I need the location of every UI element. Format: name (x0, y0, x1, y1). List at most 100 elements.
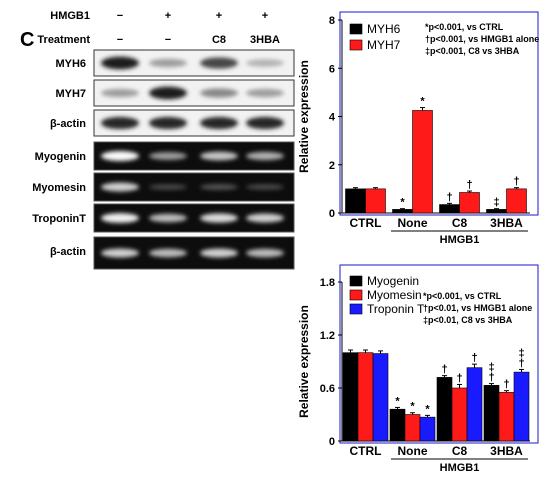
pcr-band-0-2 (200, 151, 238, 161)
sig-marker-c2-0-2: † (441, 364, 447, 376)
y-tick-label-c1-4: 8 (329, 15, 335, 27)
pcr-band-2-1 (149, 213, 187, 223)
pcr-band-2-0 (101, 213, 139, 223)
western-band-0-1 (149, 58, 187, 68)
header-label-1: Treatment (37, 34, 90, 46)
y-tick-label-c2-2: 1.2 (320, 330, 335, 342)
header-mark-1-0: − (117, 34, 123, 46)
legend-label-c2-2: Troponin T (367, 302, 425, 316)
pcr-label-2: TroponinT (32, 213, 86, 225)
bar-c1-0-2 (439, 204, 460, 214)
bar-c1-0-1 (392, 209, 413, 214)
western-band-0-0 (101, 56, 139, 70)
bar-c2-0-2 (436, 377, 453, 442)
sig-marker-c1-1-3: † (513, 176, 519, 188)
group-label-c1: HMGB1 (440, 234, 480, 246)
bar-c2-0-3 (483, 385, 500, 442)
pcr-band-1-3 (246, 184, 284, 190)
sig-marker-c2-2-1: * (425, 403, 430, 415)
bar-c2-2-1 (419, 416, 436, 442)
x-tick-label-c1-3: 3HBA (490, 216, 523, 230)
header-mark-0-2: + (216, 10, 222, 22)
sig-marker-c1-0-1: * (400, 197, 405, 209)
chart-cardiac-myosin: Relative expression 0 2 4 6 8 CTRL * * None † † C8 ‡ †… (297, 11, 539, 246)
stat-note-c2-2: ‡p<0.01, C8 vs 3HBA (423, 315, 513, 325)
western-label-1: MYH7 (55, 88, 86, 100)
y-axis-label-c2: Relative expression (297, 305, 311, 418)
bar-c1-0-0 (345, 188, 366, 214)
legend-label-c1-0: MYH6 (367, 22, 401, 36)
pcr-label-3: β-actin (50, 246, 86, 258)
x-tick-label-c2-0: CTRL (350, 444, 382, 458)
y-tick-label-c1-0: 0 (329, 208, 335, 220)
western-band-0-2 (200, 57, 238, 69)
stat-note-c1-2: ‡p<0.001, C8 vs 3HBA (425, 46, 520, 56)
bar-c1-1-2 (459, 192, 480, 214)
bar-c2-0-1 (389, 408, 406, 442)
sig-marker-c2-0-1: * (395, 395, 400, 407)
bar-c2-1-3 (498, 392, 515, 442)
pcr-band-3-3 (246, 248, 284, 258)
stat-note-c2-1: †p<0.01, vs HMGB1 alone (423, 303, 532, 313)
bar-c2-2-3 (513, 371, 530, 442)
x-tick-label-c1-0: CTRL (350, 216, 382, 230)
y-tick-label-c2-0: 0 (329, 436, 335, 448)
y-tick-label-c1-1: 2 (329, 160, 335, 172)
header-label-0: HMGB1 (50, 10, 90, 22)
header-mark-0-1: + (165, 10, 171, 22)
legend-swatch-c2-0 (349, 275, 363, 287)
western-band-1-3 (246, 88, 284, 98)
legend-swatch-c2-1 (349, 289, 363, 301)
pcr-band-2-2 (200, 213, 238, 223)
bar-c1-1-3 (506, 188, 527, 214)
chart-muscle-markers: Relative expression 0 0.6 1.2 1.8 CTRL * * * None… (297, 264, 539, 474)
legend-label-c2-0: Myogenin (367, 274, 419, 288)
pcr-band-0-1 (149, 152, 187, 160)
chart-frame-c2 (339, 264, 539, 444)
sig-marker-c1-0-3: ‡ (493, 197, 499, 209)
x-tick-label-c1-2: C8 (452, 216, 468, 230)
header-mark-1-2: C8 (212, 34, 226, 46)
bar-c1-0-3 (486, 209, 507, 214)
pcr-band-2-3 (246, 213, 284, 223)
western-label-2: β-actin (50, 118, 86, 130)
pcr-label-1: Myomesin (32, 182, 86, 194)
legend-swatch-c1-1 (349, 39, 363, 51)
pcr-band-3-0 (101, 248, 139, 258)
legend-swatch-c1-0 (349, 23, 363, 35)
stat-note-c1-0: *p<0.001, vs CTRL (425, 22, 504, 32)
sig-marker-c1-1-1: * (420, 96, 425, 108)
western-band-2-0 (101, 116, 139, 130)
chart-frame-c1 (339, 11, 539, 216)
bar-c2-0-0 (342, 352, 359, 442)
sig-marker-c2-1-1: * (410, 401, 415, 413)
western-band-0-3 (246, 59, 284, 67)
sig-marker-c1-1-2: † (466, 179, 472, 191)
bar-c2-1-1 (404, 414, 421, 442)
stat-note-c1-1: †p<0.001, vs HMGB1 alone (425, 34, 539, 44)
x-tick-label-c2-2: C8 (452, 444, 468, 458)
pcr-band-0-0 (101, 151, 139, 161)
pcr-band-0-3 (246, 151, 284, 161)
sig-marker-c2-0-3-0: ‡ (488, 362, 494, 374)
sig-marker-c2-2-2: † (471, 352, 477, 364)
y-tick-label-c2-1: 0.6 (320, 383, 335, 395)
sig-marker-c1-0-2: † (446, 191, 452, 203)
pcr-band-1-2 (200, 184, 238, 190)
bar-c2-2-0 (372, 353, 389, 442)
bar-c2-1-0 (357, 352, 374, 442)
western-band-2-2 (200, 116, 238, 130)
pcr-label-0: Myogenin (35, 151, 87, 163)
sig-marker-c2-0-3-1: † (488, 372, 494, 384)
sig-marker-c2-1-2: † (456, 372, 462, 384)
legend-label-c2-1: Myomesin (367, 288, 422, 302)
sig-marker-c2-2-3-1: † (518, 357, 524, 369)
bar-c1-1-1 (412, 110, 433, 214)
pcr-band-1-0 (101, 182, 139, 192)
sig-marker-c2-1-3: † (503, 379, 509, 391)
western-band-2-1 (149, 116, 187, 130)
western-band-1-1 (149, 86, 187, 100)
blot-panel: HMGB1 − + + + Treatment − − C8 3HBA MYH6 MYH7 β-acti… (32, 10, 295, 270)
bar-c2-2-2 (466, 367, 483, 442)
